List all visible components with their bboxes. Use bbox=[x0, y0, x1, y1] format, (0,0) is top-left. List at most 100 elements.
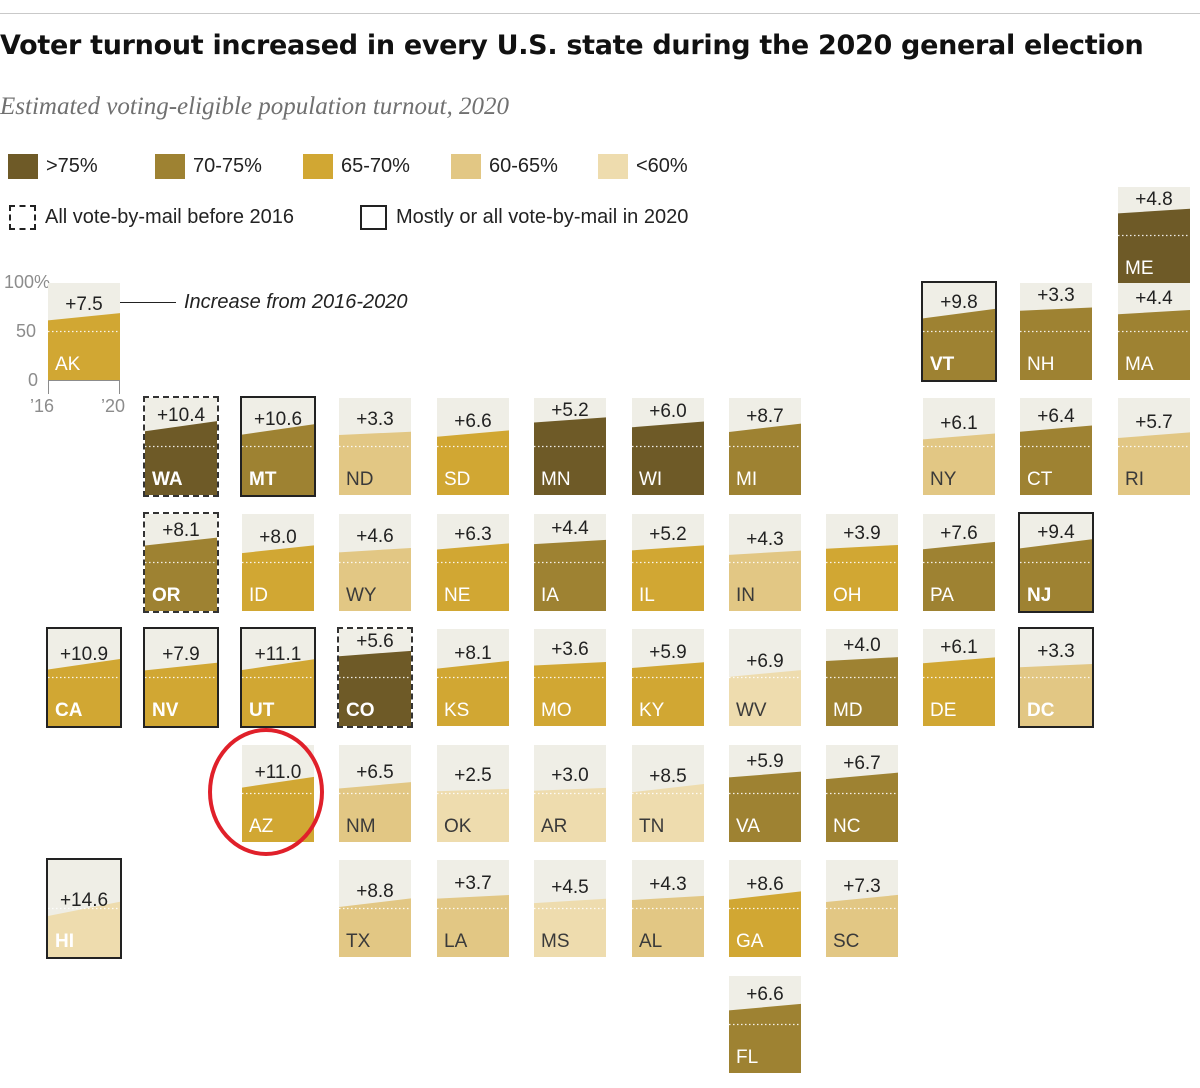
legend-label-lt60: <60% bbox=[636, 155, 688, 177]
axis-label-50: 50 bbox=[16, 321, 37, 341]
tile-nh bbox=[1020, 283, 1092, 380]
turnout-area-md bbox=[826, 657, 898, 726]
state-label-tx: TX bbox=[346, 931, 371, 952]
turnout-area-tn bbox=[632, 783, 704, 842]
change-label-wi: +6.0 bbox=[649, 401, 687, 423]
change-label-mt: +10.6 bbox=[253, 408, 303, 430]
change-label-ct: +6.4 bbox=[1037, 405, 1075, 427]
tile-ut bbox=[242, 629, 314, 726]
tile-wa bbox=[145, 398, 217, 495]
axis-label-2020: ’20 bbox=[101, 396, 126, 416]
change-label-ak: +7.5 bbox=[65, 294, 103, 316]
tile-mi bbox=[729, 398, 801, 495]
turnout-area-ms bbox=[534, 898, 606, 957]
change-label-md: +4.0 bbox=[843, 635, 881, 656]
axis-label-100: 100% bbox=[4, 272, 51, 292]
state-label-ok: OK bbox=[444, 816, 472, 837]
turnout-area-or bbox=[145, 537, 217, 611]
tile-in bbox=[729, 514, 801, 611]
tile-nm bbox=[339, 745, 411, 842]
state-label-ri: RI bbox=[1125, 469, 1144, 490]
change-label-dc: +3.3 bbox=[1037, 641, 1075, 663]
turnout-area-in bbox=[729, 550, 801, 611]
tile-wi bbox=[632, 398, 704, 495]
tile-nv bbox=[145, 629, 217, 726]
turnout-area-oh bbox=[826, 544, 898, 611]
axis-baseline bbox=[48, 380, 120, 381]
axis-tick-start bbox=[48, 380, 49, 394]
change-label-va: +5.9 bbox=[746, 751, 784, 773]
change-label-mi: +8.7 bbox=[746, 406, 784, 428]
turnout-area-nj bbox=[1020, 539, 1092, 611]
tile-me bbox=[1118, 187, 1190, 284]
legend-label-gt75: >75% bbox=[46, 155, 98, 177]
change-label-mo: +3.6 bbox=[551, 639, 589, 661]
legend-swatch-60-65 bbox=[451, 154, 481, 179]
change-label-or: +8.1 bbox=[162, 519, 200, 541]
state-label-fl: FL bbox=[736, 1047, 759, 1068]
state-label-mt: MT bbox=[249, 469, 277, 490]
legend-swatch-65-70 bbox=[303, 154, 333, 179]
state-label-ne: NE bbox=[444, 585, 471, 606]
tile-de bbox=[923, 629, 995, 726]
tile-wv bbox=[729, 629, 801, 726]
change-label-de: +6.1 bbox=[940, 637, 978, 659]
state-label-ak: AK bbox=[55, 354, 81, 375]
change-label-ky: +5.9 bbox=[649, 641, 687, 663]
legend-label-60-65: 60-65% bbox=[489, 155, 558, 177]
legend-solid-box bbox=[360, 205, 387, 230]
turnout-area-ky bbox=[632, 662, 704, 726]
tile-nd bbox=[339, 398, 411, 495]
annotation-leader-line bbox=[110, 302, 176, 303]
state-label-md: MD bbox=[833, 700, 863, 721]
turnout-area-pa bbox=[923, 541, 995, 611]
change-label-la: +3.7 bbox=[454, 872, 492, 894]
state-label-nd: ND bbox=[346, 469, 374, 490]
tile-mt bbox=[242, 398, 314, 495]
tile-ne bbox=[437, 514, 509, 611]
tile-ar bbox=[534, 745, 606, 842]
state-label-wa: WA bbox=[152, 469, 183, 490]
state-label-dc: DC bbox=[1027, 700, 1055, 721]
turnout-area-de bbox=[923, 657, 995, 726]
tile-or bbox=[145, 514, 217, 611]
turnout-area-id bbox=[242, 545, 314, 611]
change-label-ok: +2.5 bbox=[454, 765, 492, 787]
state-label-ar: AR bbox=[541, 816, 568, 837]
turnout-area-wv bbox=[729, 670, 801, 726]
state-label-nm: NM bbox=[346, 816, 376, 837]
change-label-oh: +3.9 bbox=[843, 522, 881, 544]
state-label-ma: MA bbox=[1125, 354, 1154, 375]
turnout-area-sc bbox=[826, 894, 898, 957]
change-label-vt: +9.8 bbox=[940, 292, 978, 314]
turnout-area-ok bbox=[437, 788, 509, 842]
legend-swatch-70-75 bbox=[155, 154, 185, 179]
state-label-mn: MN bbox=[541, 469, 571, 490]
state-label-sc: SC bbox=[833, 931, 860, 952]
tile-tx bbox=[339, 860, 411, 957]
change-label-il: +5.2 bbox=[649, 524, 687, 546]
turnout-area-ri bbox=[1118, 432, 1190, 495]
change-label-ut: +11.1 bbox=[254, 644, 302, 666]
tile-sc bbox=[826, 860, 898, 957]
legend-label-65-70: 65-70% bbox=[341, 155, 410, 177]
change-label-ma: +4.4 bbox=[1135, 288, 1173, 310]
state-label-ia: IA bbox=[541, 585, 559, 606]
legend-label-vbm-2020: Mostly or all vote-by-mail in 2020 bbox=[396, 206, 689, 228]
change-label-nv: +7.9 bbox=[162, 644, 200, 666]
legend-swatch-gt75 bbox=[8, 154, 38, 179]
change-label-ri: +5.7 bbox=[1135, 411, 1173, 433]
tile-ks bbox=[437, 629, 509, 726]
state-label-wy: WY bbox=[346, 585, 377, 606]
turnout-area-sd bbox=[437, 430, 509, 495]
legend-item-lt60: <60% bbox=[598, 154, 688, 179]
turnout-area-ca bbox=[48, 658, 120, 726]
change-label-nm: +6.5 bbox=[356, 762, 394, 784]
change-label-nh: +3.3 bbox=[1037, 285, 1075, 306]
turnout-area-hi bbox=[48, 901, 120, 957]
tile-ct bbox=[1020, 398, 1092, 495]
change-label-nj: +9.4 bbox=[1037, 522, 1075, 544]
turnout-area-nm bbox=[339, 782, 411, 842]
axis-label-0: 0 bbox=[28, 370, 39, 390]
turnout-area-mi bbox=[729, 423, 801, 495]
